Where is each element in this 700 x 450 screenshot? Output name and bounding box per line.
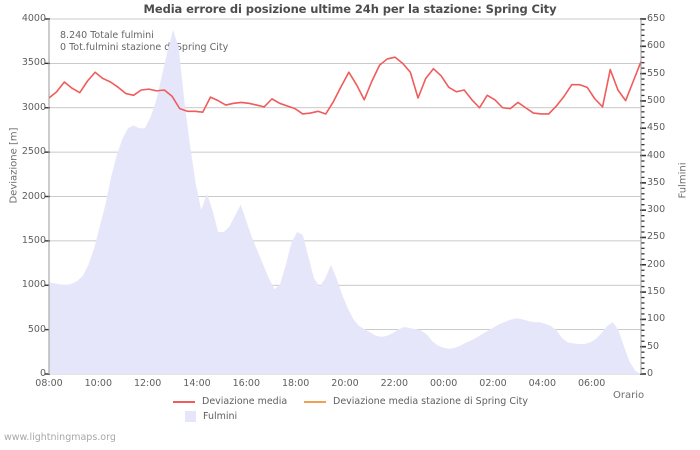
legend-label: Deviazione media (202, 396, 288, 407)
y-axis-right-tick-label: 150 (647, 286, 666, 298)
legend-item-fulmini[interactable]: Fulmini (180, 411, 237, 422)
y-axis-left-tick-label: 0 (39, 368, 46, 379)
x-axis-tick-label: 16:00 (232, 378, 261, 389)
y-axis-right-tick-label: 300 (647, 204, 666, 216)
footer-url: www.lightningmaps.org (4, 432, 116, 443)
y-axis-right-tick-label: 50 (647, 340, 660, 352)
y-axis-left-tick-label: 4000 (21, 13, 46, 24)
y-axis-right-tick-label: 600 (647, 40, 666, 52)
y-axis-right-tick-label: 250 (647, 231, 666, 243)
y-axis-right-tick-label: 100 (647, 313, 666, 325)
legend-swatch-icon (185, 411, 196, 422)
y-axis-right-tick-label: 550 (647, 67, 666, 79)
y-axis-left-tick-label: 2000 (21, 190, 46, 202)
x-axis-tick-label: 08:00 (35, 378, 63, 389)
y-axis-right-tick-label: 450 (647, 122, 666, 134)
x-axis-tick-label: 00:00 (429, 378, 458, 389)
x-axis-tick-label: 12:00 (133, 378, 162, 389)
legend-label: Deviazione media stazione di Spring City (333, 396, 528, 407)
y-axis-right-tick-label: 500 (647, 94, 666, 106)
y-axis-right-tick-label: 400 (647, 149, 666, 161)
x-axis-tick-label: 22:00 (380, 378, 409, 389)
x-axis-tick-label: 06:00 (577, 378, 606, 389)
annotation-total-lightning: 8.240 Totale fulmini (60, 30, 154, 41)
area-series-fulmini (49, 29, 641, 374)
x-axis-tick-label: 18:00 (281, 378, 310, 389)
y-axis-left-tick-label: 1000 (21, 279, 46, 291)
y-axis-left-tick-label: 500 (27, 323, 46, 335)
line-series-deviazione-media (48, 56, 642, 115)
y-axis-right-tick-label: 650 (647, 13, 666, 24)
y-axis-right-tick-label: 350 (647, 176, 666, 188)
axis-frame (48, 19, 642, 374)
legend-line-icon (173, 400, 195, 403)
y-axis-left-tick-label: 2500 (21, 146, 46, 158)
x-axis-tick-label: 10:00 (84, 378, 113, 389)
y-axis-right-tick-label: 0 (647, 368, 654, 379)
legend-item-deviazione-media[interactable]: Deviazione media (173, 396, 287, 407)
annotation-station-lightning: 0 Tot.fulmini stazione di Spring City (60, 42, 229, 53)
legend-label: Fulmini (203, 411, 238, 422)
y-axis-left-tick-label: 3500 (21, 57, 46, 69)
legend-line-icon (304, 400, 326, 403)
x-axis-tick-label: 04:00 (528, 378, 557, 389)
page-title: Media errore di posizione ultime 24h per… (143, 2, 557, 16)
x-axis-label: Orario (613, 390, 645, 401)
x-axis-tick-label: 02:00 (479, 378, 507, 389)
y-axis-left-tick-label: 1500 (21, 234, 46, 246)
x-axis-tick-label: 14:00 (183, 378, 211, 389)
y-axis-right-tick-label: 200 (647, 258, 666, 270)
y-axis-left-tick-label: 3000 (21, 101, 46, 113)
x-axis-tick-label: 20:00 (331, 378, 359, 389)
legend-item-deviazione-stazione[interactable]: Deviazione media stazione di Spring City (304, 396, 528, 407)
